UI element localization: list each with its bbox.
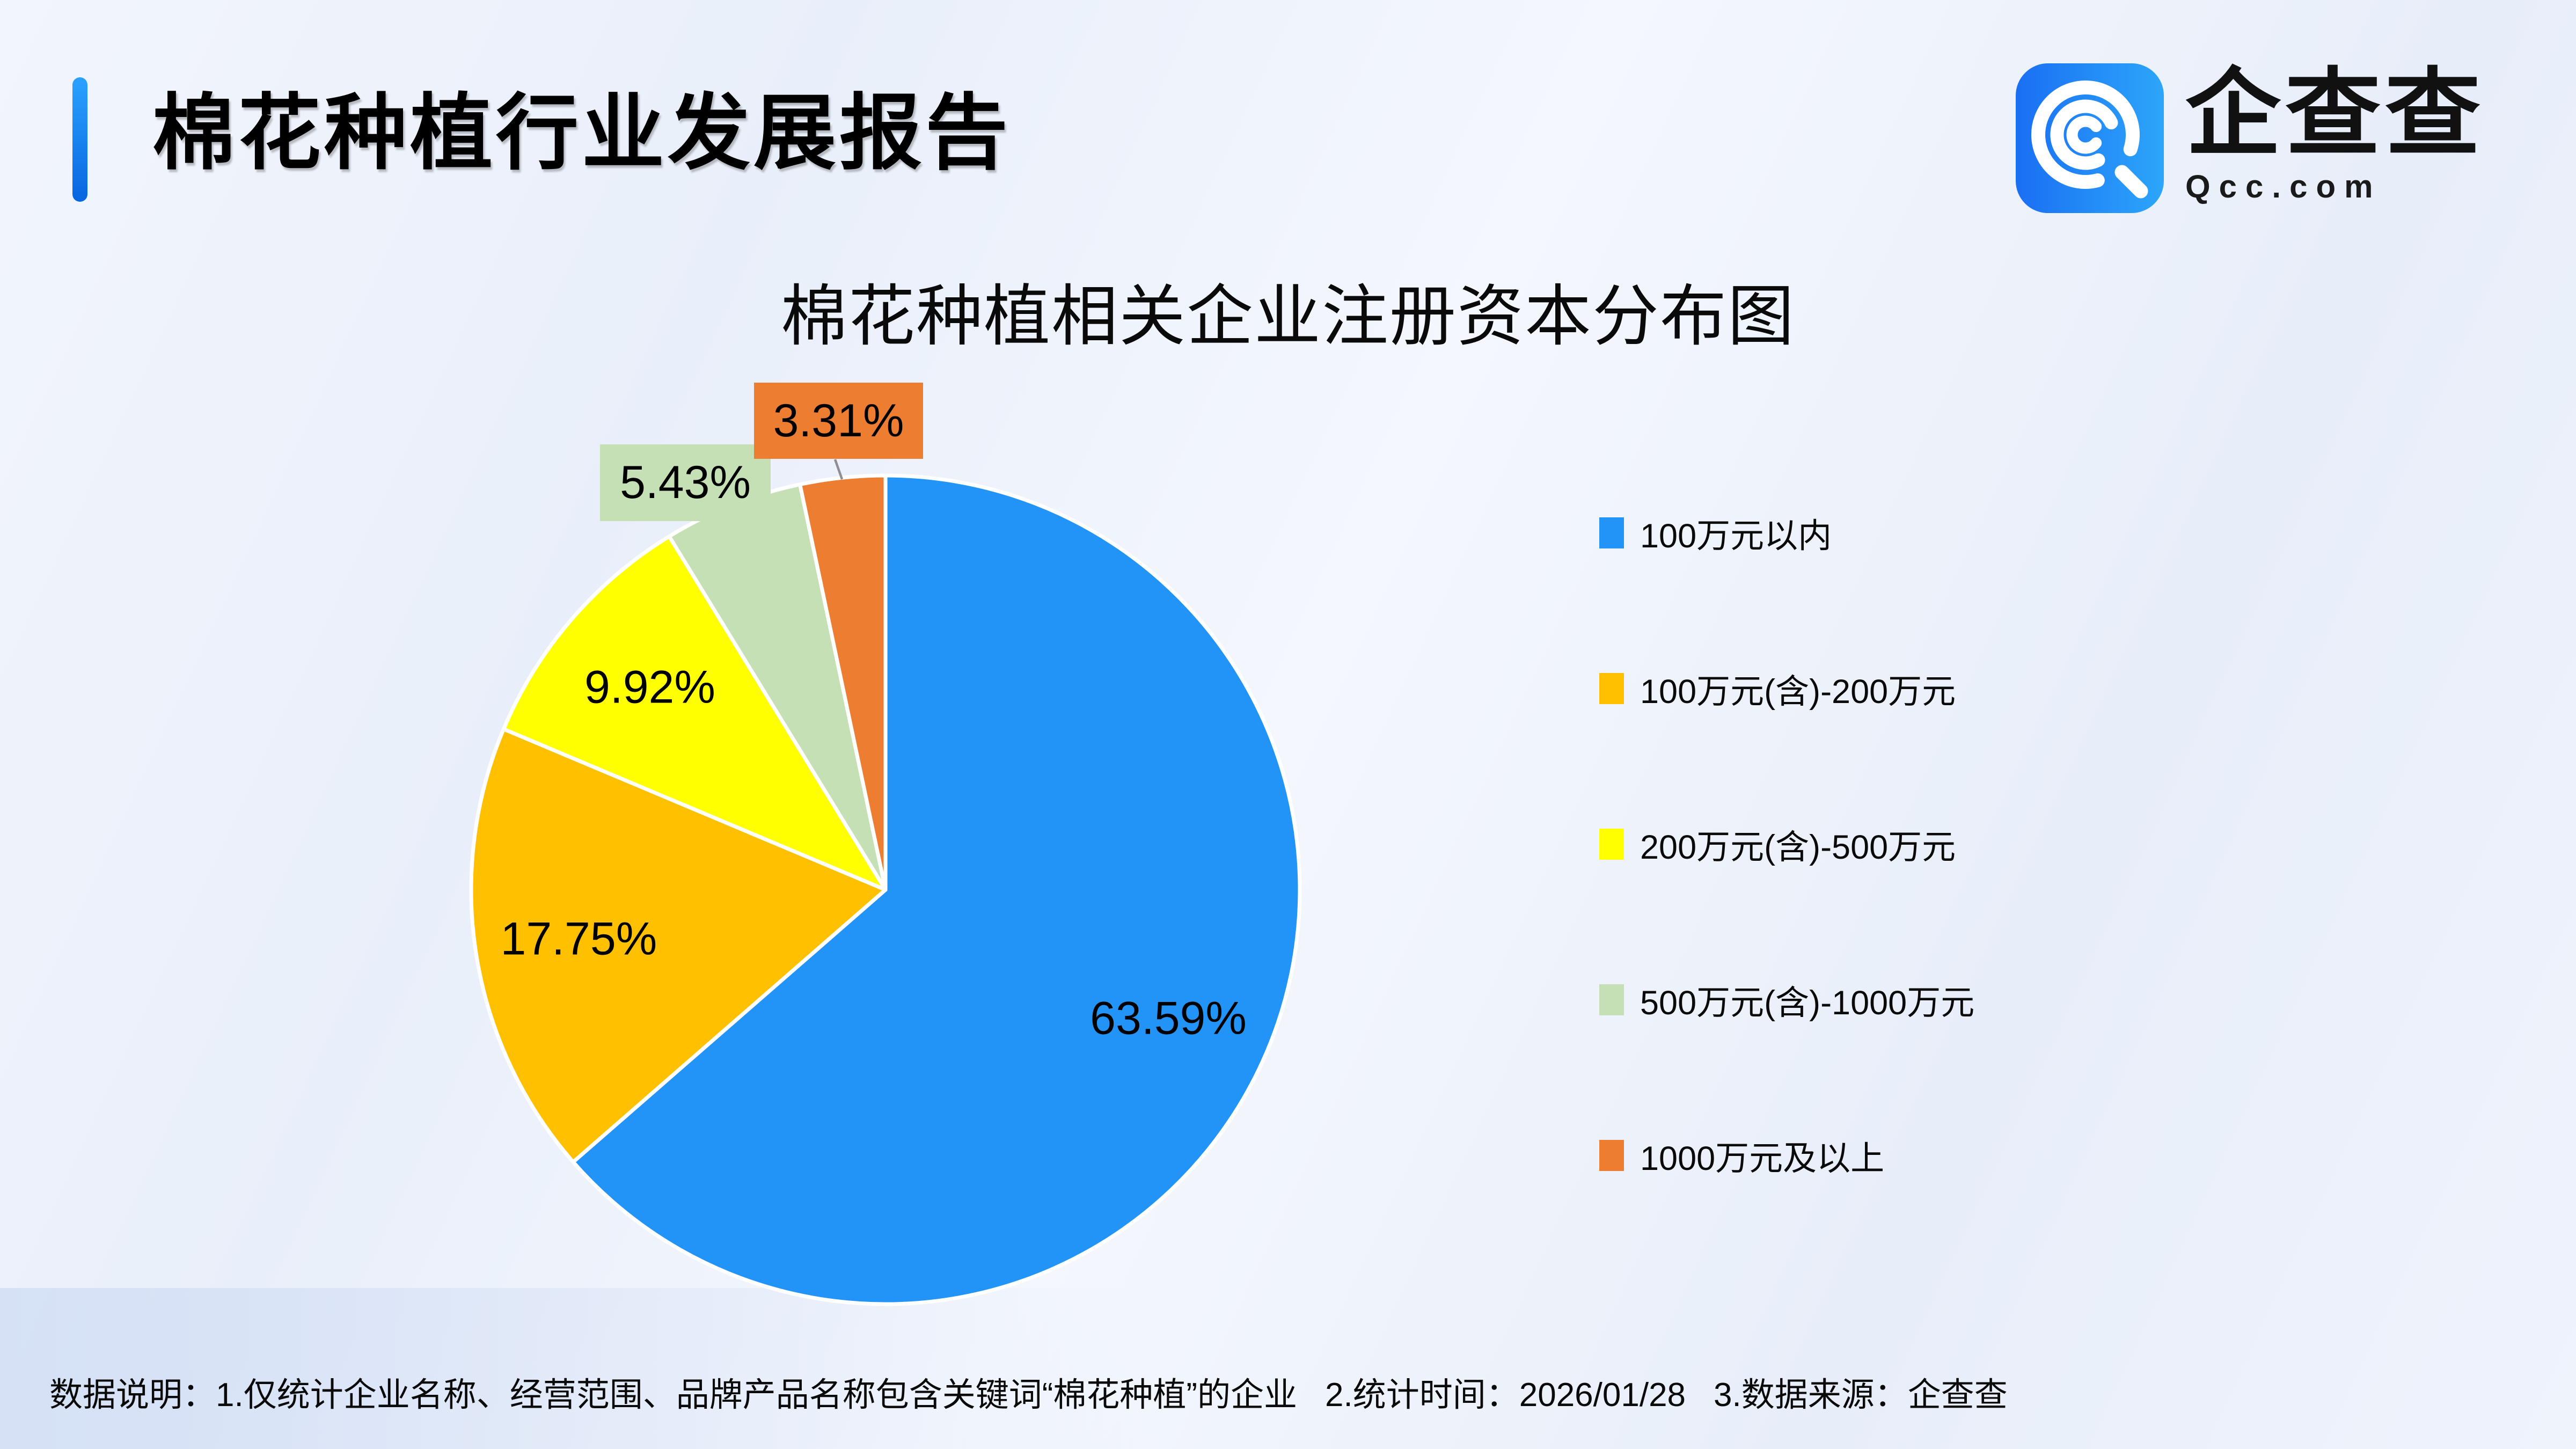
page-title: 棉花种植行业发展报告 (152, 87, 1012, 179)
pie-slice-0 (571, 473, 1302, 1306)
qcc-logo: 企查查 Qcc.com (2016, 63, 2509, 224)
qcc-logo-text: 企查查 Qcc.com (2185, 63, 2485, 205)
legend-label: 200万元(含)-500万元 (1640, 828, 1956, 866)
qcc-logo-name: 企查查 (2185, 60, 2485, 167)
pie-label-2: 9.92% (584, 661, 715, 713)
data-notes: 数据说明： 1.仅统计企业名称、经营范围、品牌产品名称包含关键词“棉花种植”的企… (49, 1367, 2036, 1416)
pie-label-1: 17.75% (500, 913, 657, 965)
pie-label-0: 63.59% (1090, 992, 1247, 1044)
chart-title: 棉花种植相关企业注册资本分布图 (780, 280, 1795, 354)
legend-marker-icon (1599, 1140, 1624, 1171)
qcc-logo-domain: Qcc.com (2185, 168, 2382, 204)
callout-leader-line (833, 459, 844, 480)
footer-note-scope: 1.仅统计企业名称、经营范围、品牌产品名称包含关键词“棉花种植”的企业 (216, 1377, 1298, 1414)
legend-marker-icon (1599, 673, 1624, 704)
legend-item-2: 200万元(含)-500万元 (1599, 825, 1974, 866)
legend-item-3: 500万元(含)-1000万元 (1599, 980, 1974, 1022)
legend-label: 100万元以内 (1640, 517, 1832, 555)
pie-label-1000-plus: 3.31% (754, 383, 923, 459)
legend-item-1: 100万元(含)-200万元 (1599, 669, 1974, 711)
legend-item-0: 100万元以内 (1599, 514, 1974, 555)
qcc-logo-icon (2016, 63, 2164, 213)
chart-legend: 100万元以内 100万元(含)-200万元 200万元(含)-500万元 500万元… (1599, 514, 1974, 1177)
legend-label: 100万元(含)-200万元 (1640, 672, 1956, 711)
bottom-left-tint (0, 1288, 1449, 1449)
footer-note-date: 2.统计时间：2026/01/28 (1325, 1377, 1686, 1414)
pie-slice-2 (501, 535, 888, 892)
legend-label: 1000万元及以上 (1640, 1139, 1885, 1177)
pie-chart (469, 473, 1302, 1306)
footer-note-source: 3.数据来源：企查查 (1714, 1377, 2008, 1414)
legend-marker-icon (1599, 829, 1624, 860)
legend-item-4: 1000万元及以上 (1599, 1136, 1974, 1177)
title-accent-bar (72, 77, 87, 202)
pie-slice-1 (469, 727, 888, 1164)
footer-label: 数据说明： (49, 1377, 216, 1414)
legend-marker-icon (1599, 984, 1624, 1015)
legend-marker-icon (1599, 517, 1624, 548)
legend-label: 500万元(含)-1000万元 (1640, 984, 1975, 1022)
pie-label-500-1000: 5.43% (600, 444, 771, 521)
